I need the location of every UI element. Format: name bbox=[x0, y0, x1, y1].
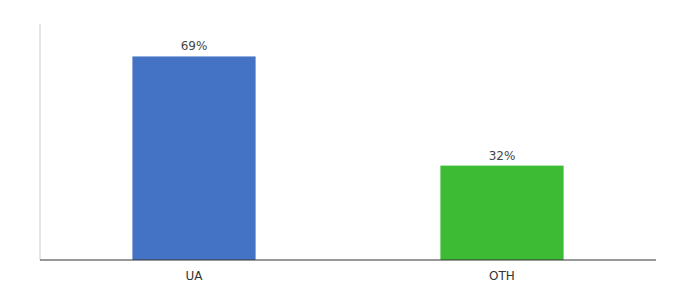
x-axis-line bbox=[40, 260, 656, 261]
y-axis-line bbox=[40, 24, 41, 260]
bar bbox=[440, 166, 563, 260]
data-label: 69% bbox=[181, 39, 208, 53]
x-tick-label: UA bbox=[186, 269, 204, 283]
chart: UA OTH 69% 32% bbox=[0, 0, 680, 300]
bar bbox=[132, 56, 255, 260]
bars bbox=[132, 56, 563, 260]
data-label: 32% bbox=[489, 149, 516, 163]
x-tick-label: OTH bbox=[489, 269, 515, 283]
